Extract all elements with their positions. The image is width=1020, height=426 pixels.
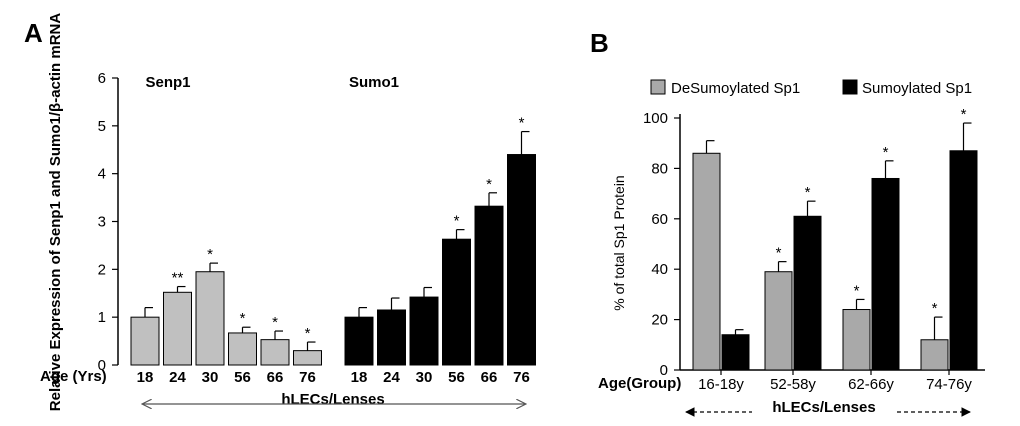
legend-label-sumoylated: Sumoylated Sp1 (862, 80, 972, 97)
panel-b-significance-desumoylated: * (854, 282, 860, 299)
legend-swatch-desumoylated (650, 79, 666, 95)
panel-a-significance-sumo1: * (519, 115, 525, 132)
panel-a-bar-senp1 (228, 332, 257, 366)
panel-a-y-axis-title: Relative Expression of Senp1 and Sumo1/β… (47, 13, 64, 412)
panel-b-significance-sumoylated: * (883, 144, 889, 161)
panel-b-bar-sumoylated (721, 334, 750, 371)
panel-a-bar-senp1 (260, 339, 290, 366)
panel-b-x-header: Age(Group) (598, 375, 681, 392)
panel-a-significance-sumo1: * (454, 213, 460, 230)
panel-a-bar-sumo1 (377, 309, 406, 366)
panel-b-bar-sumoylated (793, 215, 822, 371)
panel-a-y-tick-label: 5 (98, 118, 106, 135)
legend-label-desumoylated: DeSumoylated Sp1 (671, 80, 800, 97)
panel-b-significance-desumoylated: * (776, 245, 782, 262)
panel-a-letter: A (24, 18, 43, 48)
panel-b-x-tick-label: 74-76y (926, 376, 972, 393)
panel-a-bar-sumo1 (344, 316, 374, 366)
panel-a-x-tick-label-senp1: 18 (137, 369, 154, 386)
panel-a-group-label-sumo1: Sumo1 (349, 74, 399, 91)
panel-a-x-tick-label-sumo1: 76 (513, 369, 530, 386)
panel-a-bar-sumo1 (409, 296, 439, 366)
panel-b-bar-desumoylated (692, 152, 721, 371)
panel-b-bar-desumoylated (920, 339, 949, 371)
panel-a-x-tick-label-senp1: 24 (169, 369, 186, 386)
panel-a-bar-sumo1 (507, 154, 536, 366)
panel-a-significance-senp1: * (207, 246, 213, 263)
panel-b-x-axis-title: hLECs/Lenses (772, 399, 875, 416)
panel-a-significance-senp1: * (240, 310, 246, 327)
panel-a-bar-sumo1 (474, 205, 504, 366)
panel-a-x-tick-label-sumo1: 30 (416, 369, 433, 386)
panel-a-bar-senp1 (293, 350, 322, 366)
panel-b-y-tick-label: 0 (660, 362, 668, 379)
panel-a-y-tick-label: 1 (98, 309, 106, 326)
panel-b-bar-sumoylated (949, 150, 978, 371)
panel-b-significance-sumoylated: * (805, 184, 811, 201)
panel-a-x-tick-label-senp1: 66 (267, 369, 284, 386)
panel-a-x-axis-title: hLECs/Lenses (281, 391, 384, 408)
panel-a-bar-sumo1 (442, 238, 471, 366)
panel-a-x-tick-label-sumo1: 18 (351, 369, 368, 386)
panel-b-significance-sumoylated: * (961, 106, 967, 123)
panel-b-significance-desumoylated: * (932, 300, 938, 317)
panel-a-x-tick-label-sumo1: 66 (481, 369, 498, 386)
panel-a-bar-senp1 (195, 271, 225, 366)
panel-a-x-tick-label-sumo1: 24 (383, 369, 400, 386)
panel-a-significance-sumo1: * (486, 176, 492, 193)
panel-b-bar-desumoylated (842, 309, 871, 371)
panel-b-letter: B (590, 28, 609, 58)
panel-b-y-tick-label: 60 (651, 211, 668, 228)
panel-a-x-tick-label-senp1: 30 (202, 369, 219, 386)
panel-a-y-tick-label: 4 (98, 166, 106, 183)
panel-b-y-axis-title: % of total Sp1 Protein (611, 175, 627, 310)
panel-a-bar-senp1 (163, 291, 192, 366)
panel-a-significance-senp1: ** (172, 270, 184, 287)
panel-a-y-tick-label: 2 (98, 261, 106, 278)
panel-a-y-tick-label: 3 (98, 214, 106, 231)
panel-a-group-label-senp1: Senp1 (145, 74, 190, 91)
panel-a-significance-senp1: * (305, 325, 311, 342)
panel-a-y-tick-label: 6 (98, 70, 106, 87)
panel-a-x-tick-label-senp1: 56 (234, 369, 251, 386)
panel-a-y-tick-label: 0 (98, 357, 106, 374)
panel-b-bar-desumoylated (764, 271, 793, 371)
panel-b-y-tick-label: 100 (643, 110, 668, 127)
panel-b-x-tick-label: 16-18y (698, 376, 744, 393)
panel-b-bar-sumoylated (871, 177, 900, 371)
panel-a-bar-senp1 (130, 316, 160, 366)
panel-b-y-tick-label: 40 (651, 261, 668, 278)
panel-a-x-tick-label-sumo1: 56 (448, 369, 465, 386)
panel-a-significance-senp1: * (272, 314, 278, 331)
legend-swatch-sumoylated (842, 79, 858, 95)
panel-b-x-tick-label: 62-66y (848, 376, 894, 393)
panel-b-y-tick-label: 80 (651, 160, 668, 177)
panel-a-x-header: Age (Yrs) (40, 368, 107, 385)
panel-b-x-tick-label: 52-58y (770, 376, 816, 393)
panel-b-y-tick-label: 20 (651, 312, 668, 329)
panel-a-x-tick-label-senp1: 76 (299, 369, 316, 386)
